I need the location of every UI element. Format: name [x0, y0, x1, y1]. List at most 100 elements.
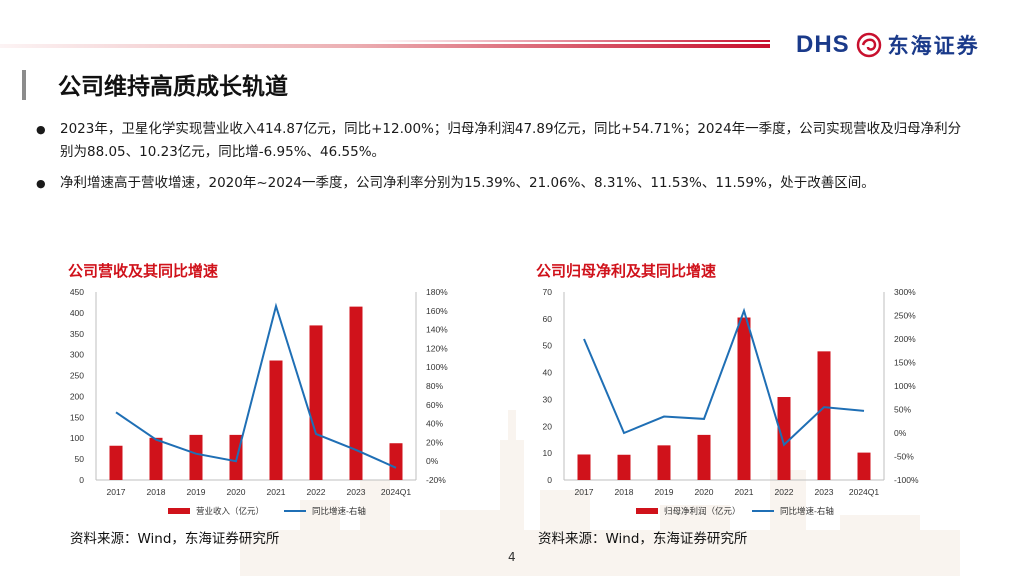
left-axis-tick-label: 40 — [543, 368, 553, 378]
x-axis-tick-label: 2019 — [655, 487, 674, 497]
bar-2019 — [189, 434, 203, 480]
right-axis-tick-label: 0% — [426, 456, 439, 466]
x-axis-tick-label: 2023 — [815, 487, 834, 497]
logo-chinese-text: 东海证券 — [887, 34, 980, 58]
bullet-list: ● 2023年，卫星化学实现营业收入414.87亿元，同比+12.00%；归母净… — [36, 118, 966, 203]
right-axis-tick-label: 250% — [894, 311, 916, 321]
right-axis-tick-label: 100% — [894, 381, 916, 391]
bar-2017 — [109, 445, 123, 480]
page-title: 公司维持高质成长轨道 — [58, 74, 288, 100]
chart-title-net-profit: 公司归母净利及其同比增速 — [536, 262, 717, 280]
legend-bar-swatch — [168, 508, 190, 514]
x-axis-tick-label: 2019 — [187, 487, 206, 497]
right-axis-tick-label: -100% — [894, 475, 919, 485]
bar-2022 — [309, 325, 323, 480]
growth-rate-line — [583, 307, 865, 447]
left-axis-tick-label: 0 — [79, 475, 84, 485]
left-axis-tick-label: 200 — [70, 391, 84, 401]
revenue-chart: 0 50 100 150 200 250 300 350 400 450 -20% 0% 20% 40% 6… — [70, 287, 448, 516]
right-axis-tick-label: -50% — [894, 452, 914, 462]
company-logo: DHS 东海证券 — [796, 28, 980, 62]
left-axis-tick-label: 100 — [70, 433, 84, 443]
bar-2023 — [817, 351, 831, 480]
left-axis-tick-label: 30 — [543, 394, 553, 404]
logo-latin-text: DHS — [796, 31, 850, 58]
bar-2024Q1 — [389, 443, 403, 480]
bullet-text: 2023年，卫星化学实现营业收入414.87亿元，同比+12.00%；归母净利润… — [60, 121, 962, 160]
right-axis-tick-label: 50% — [894, 405, 911, 415]
right-axis-tick-label: 60% — [426, 400, 443, 410]
right-axis-tick-label: 0% — [894, 428, 907, 438]
left-axis-tick-label: 50 — [75, 454, 85, 464]
x-axis-tick-label: 2022 — [307, 487, 326, 497]
x-axis-tick-label: 2024Q1 — [849, 487, 880, 497]
bullet-item: ● 净利增速高于营收增速，2020年~2024一季度，公司净利率分别为15.39… — [36, 172, 966, 195]
right-axis-tick-label: 160% — [426, 306, 448, 316]
left-axis-tick-label: 10 — [543, 448, 553, 458]
legend-line-label: 同比增速-右轴 — [780, 506, 834, 516]
header-accent-line-upper — [370, 40, 770, 42]
bar-2021 — [269, 360, 283, 480]
left-axis-tick-label: 20 — [543, 421, 553, 431]
bullet-text: 净利增速高于营收增速，2020年~2024一季度，公司净利率分别为15.39%、… — [60, 175, 875, 191]
header-accent-line — [0, 44, 770, 48]
bar-2020 — [697, 434, 711, 480]
right-axis-tick-label: 40% — [426, 419, 443, 429]
bar-2021 — [737, 317, 751, 480]
right-axis-tick-label: 140% — [426, 325, 448, 335]
left-axis-tick-label: 150 — [70, 412, 84, 422]
legend-line-label: 同比增速-右轴 — [312, 506, 366, 516]
title-marker-bar — [22, 70, 26, 100]
bar-2018 — [149, 437, 163, 480]
bullet-item: ● 2023年，卫星化学实现营业收入414.87亿元，同比+12.00%；归母净… — [36, 118, 966, 164]
chart-source-note: 资料来源：Wind，东海证券研究所 — [70, 531, 280, 547]
bar-2019 — [657, 445, 671, 480]
right-axis-tick-label: 180% — [426, 287, 448, 297]
left-axis-tick-label: 400 — [70, 308, 84, 318]
right-axis-tick-label: 300% — [894, 287, 916, 297]
x-axis-tick-label: 2020 — [695, 487, 714, 497]
legend-bar-label: 营业收入（亿元） — [196, 506, 264, 516]
bar-2018 — [617, 454, 631, 480]
x-axis-tick-label: 2024Q1 — [381, 487, 412, 497]
x-axis-tick-label: 2017 — [575, 487, 594, 497]
right-axis-tick-label: 150% — [894, 358, 916, 368]
background-skyline-decoration — [240, 410, 960, 576]
bar-2022 — [777, 397, 791, 480]
x-axis-tick-label: 2023 — [347, 487, 366, 497]
right-axis-tick-label: -20% — [426, 475, 446, 485]
left-axis-tick-label: 250 — [70, 371, 84, 381]
net-profit-chart: 0 10 20 30 40 50 60 70 -100% -50% 0% 50% 100% 150% 200… — [543, 287, 919, 516]
logo-swirl-icon — [856, 32, 881, 58]
x-axis-tick-label: 2021 — [267, 487, 286, 497]
x-axis-tick-label: 2017 — [107, 487, 126, 497]
left-axis-tick-label: 300 — [70, 350, 84, 360]
x-axis-tick-label: 2021 — [735, 487, 754, 497]
bar-2024Q1 — [857, 452, 871, 480]
x-axis-tick-label: 2020 — [227, 487, 246, 497]
bullet-dot-icon: ● — [36, 123, 46, 136]
right-axis-tick-label: 80% — [426, 381, 443, 391]
left-axis-tick-label: 50 — [543, 341, 553, 351]
x-axis-tick-label: 2022 — [775, 487, 794, 497]
page-number: 4 — [508, 550, 516, 564]
x-axis-tick-label: 2018 — [147, 487, 166, 497]
right-axis-tick-label: 120% — [426, 343, 448, 353]
left-axis-tick-label: 350 — [70, 329, 84, 339]
right-axis-tick-label: 20% — [426, 437, 443, 447]
left-axis-tick-label: 450 — [70, 287, 84, 297]
bar-2017 — [577, 454, 591, 480]
left-axis-tick-label: 60 — [543, 314, 553, 324]
chart-title-revenue: 公司营收及其同比增速 — [68, 262, 219, 280]
chart-source-note: 资料来源：Wind，东海证券研究所 — [538, 531, 748, 547]
x-axis-tick-label: 2018 — [615, 487, 634, 497]
right-axis-tick-label: 200% — [894, 334, 916, 344]
legend-bar-label: 归母净利润（亿元） — [664, 506, 741, 516]
legend-bar-swatch — [636, 508, 658, 514]
right-axis-tick-label: 100% — [426, 362, 448, 372]
growth-rate-line — [115, 302, 397, 469]
left-axis-tick-label: 70 — [543, 287, 553, 297]
bar-2023 — [349, 306, 363, 480]
left-axis-tick-label: 0 — [547, 475, 552, 485]
bullet-dot-icon: ● — [36, 177, 46, 190]
